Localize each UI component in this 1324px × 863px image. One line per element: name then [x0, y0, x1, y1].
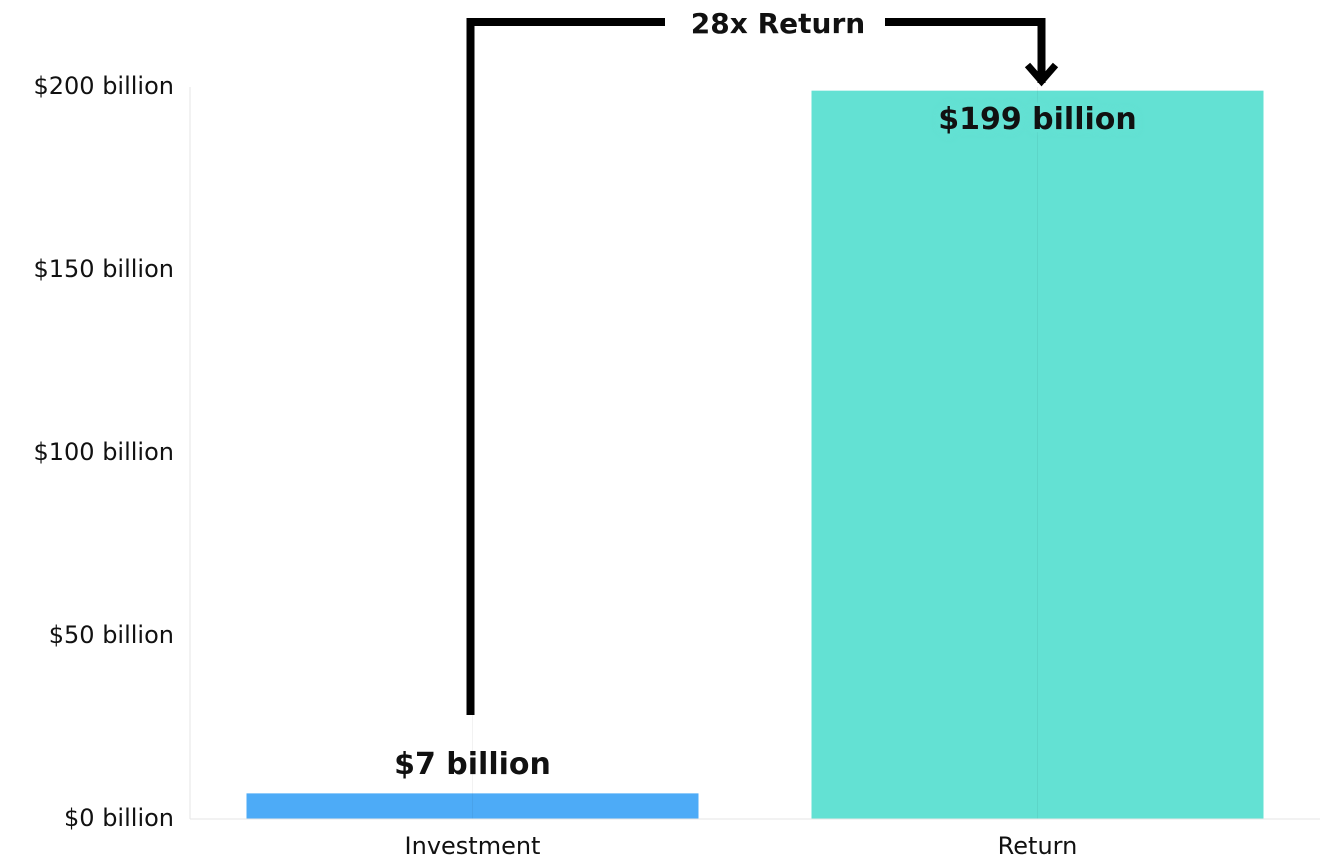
y-tick-label: $200 billion: [33, 72, 174, 100]
annotation: 28x Return: [691, 7, 865, 40]
bar: [811, 90, 1264, 819]
annotation-bracket: [466, 18, 1046, 715]
y-tick-label: $100 billion: [33, 438, 174, 466]
plot: $0 billion $50 billion $100 billion $150 bi…: [33, 18, 1320, 860]
x-tick-label: Investment: [405, 832, 541, 859]
x-tick-label: Return: [998, 832, 1078, 859]
value-label: $7 billion: [394, 747, 551, 782]
y-tick-label: $0 billion: [64, 804, 174, 832]
y-tick-label: $50 billion: [49, 621, 174, 649]
annotation-arrowhead: [1024, 62, 1059, 87]
bar: [246, 793, 699, 819]
y-tick-label: $150 billion: [33, 255, 174, 283]
value-label: $199 billion: [938, 102, 1137, 137]
